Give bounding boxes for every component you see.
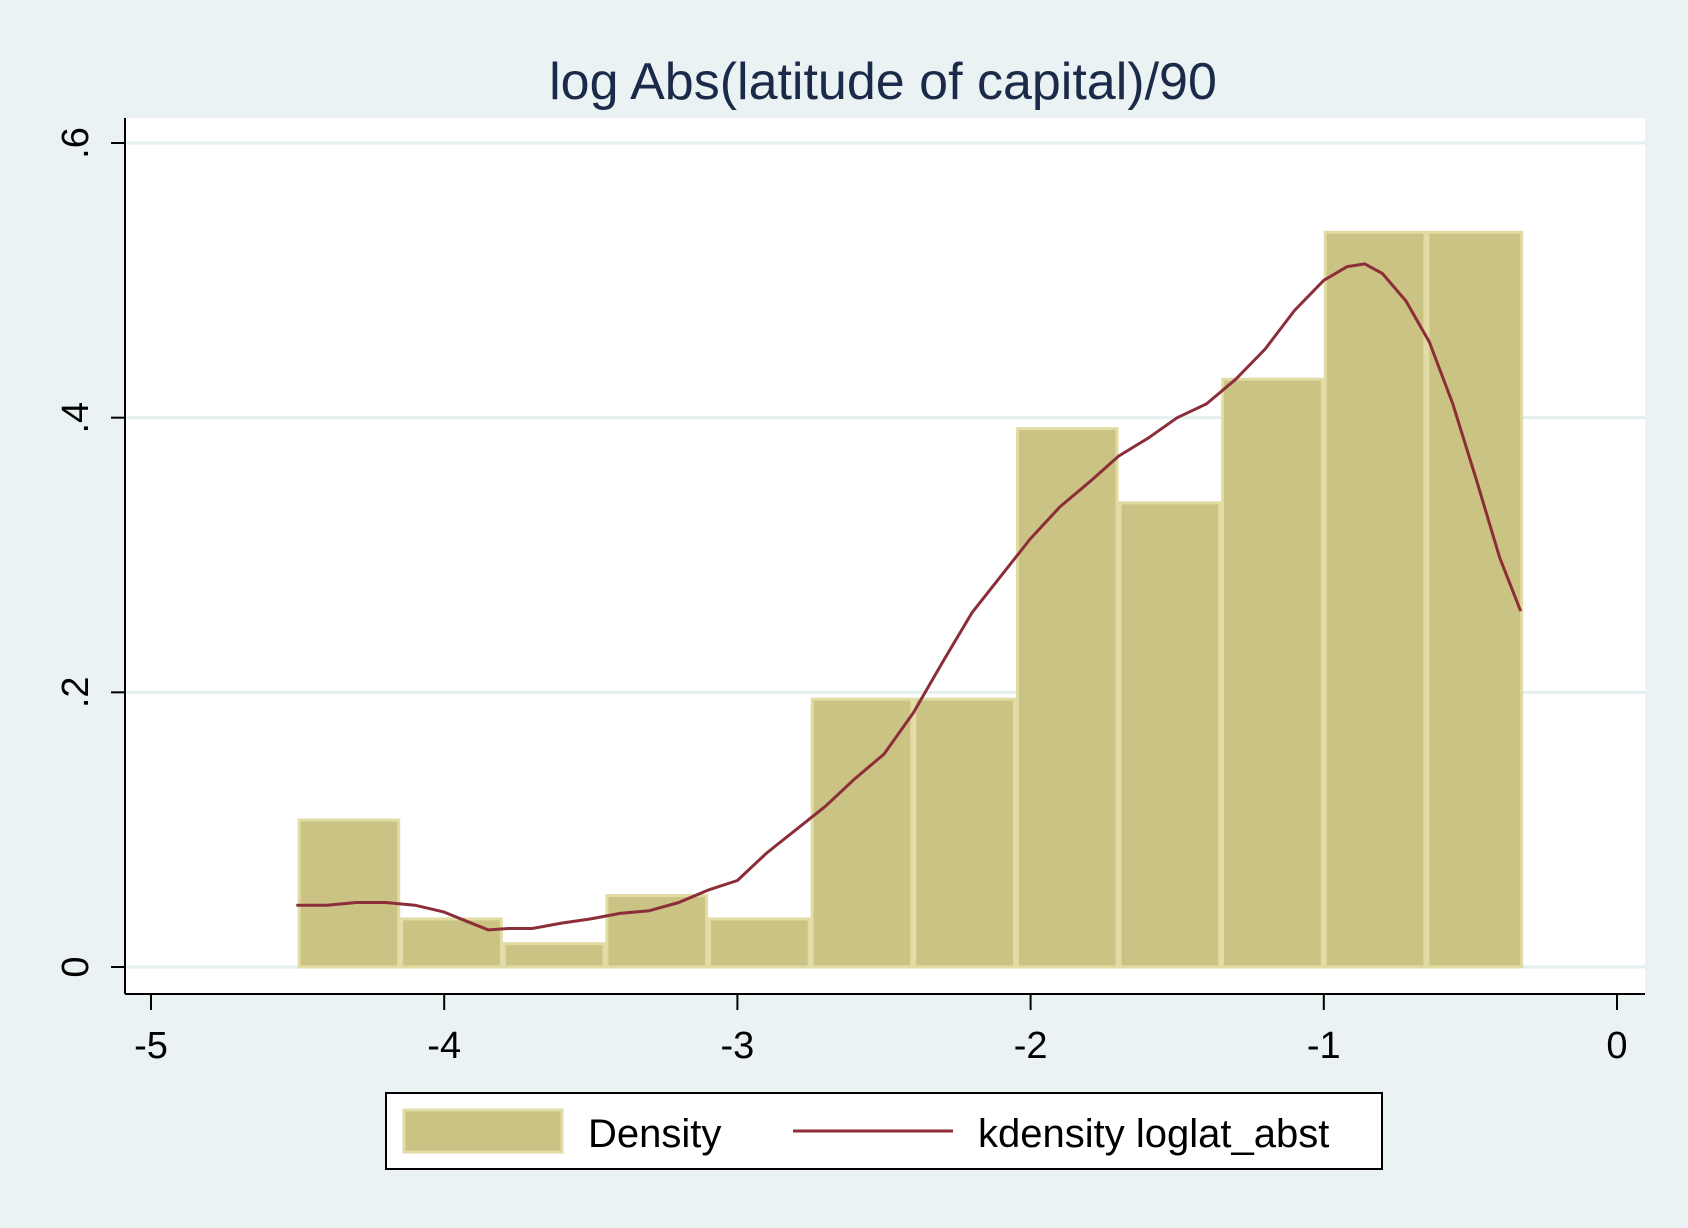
y-tick-label-3: .6 — [55, 127, 97, 159]
axes — [124, 118, 1645, 995]
chart-title: log Abs(latitude of capital)/90 — [549, 53, 1217, 111]
kdensity-line — [296, 262, 1522, 932]
x-tick-label-5: 0 — [1606, 1025, 1627, 1067]
x-ticks: -5 -4 -3 -2 -1 0 — [134, 994, 1628, 1067]
histogram-bar-10 — [1323, 230, 1427, 969]
histogram-bar-5 — [810, 697, 914, 969]
kdensity-line-group — [296, 262, 1522, 932]
histogram-bar-2 — [502, 942, 606, 969]
legend-swatch-density — [402, 1108, 564, 1154]
y-ticks: 0 .2 .4 .6 — [55, 127, 125, 978]
histogram-bar-7 — [1015, 427, 1119, 969]
histogram-bar-6 — [913, 697, 1016, 969]
histogram-bar-11 — [1426, 230, 1524, 969]
y-tick-label-2: .4 — [55, 402, 97, 434]
histogram-bar-1 — [400, 917, 503, 969]
y-tick-label-0: 0 — [55, 956, 97, 977]
x-tick-label-1: -4 — [427, 1025, 461, 1067]
histogram-bar-8 — [1118, 501, 1222, 969]
x-tick-label-3: -2 — [1014, 1025, 1048, 1067]
x-tick-label-2: -3 — [721, 1025, 755, 1067]
legend-label-kdensity: kdensity loglat_abst — [978, 1112, 1329, 1156]
histogram-bar-9 — [1221, 377, 1324, 969]
y-tick-label-1: .2 — [55, 676, 97, 708]
histogram-bar-0 — [297, 818, 401, 969]
legend: Density kdensity loglat_abst — [385, 1092, 1383, 1170]
x-tick-label-0: -5 — [134, 1025, 168, 1067]
x-tick-label-4: -1 — [1307, 1025, 1341, 1067]
histogram-bar-3 — [605, 894, 709, 969]
histogram-bar-4 — [708, 917, 811, 969]
legend-label-density: Density — [588, 1112, 721, 1156]
